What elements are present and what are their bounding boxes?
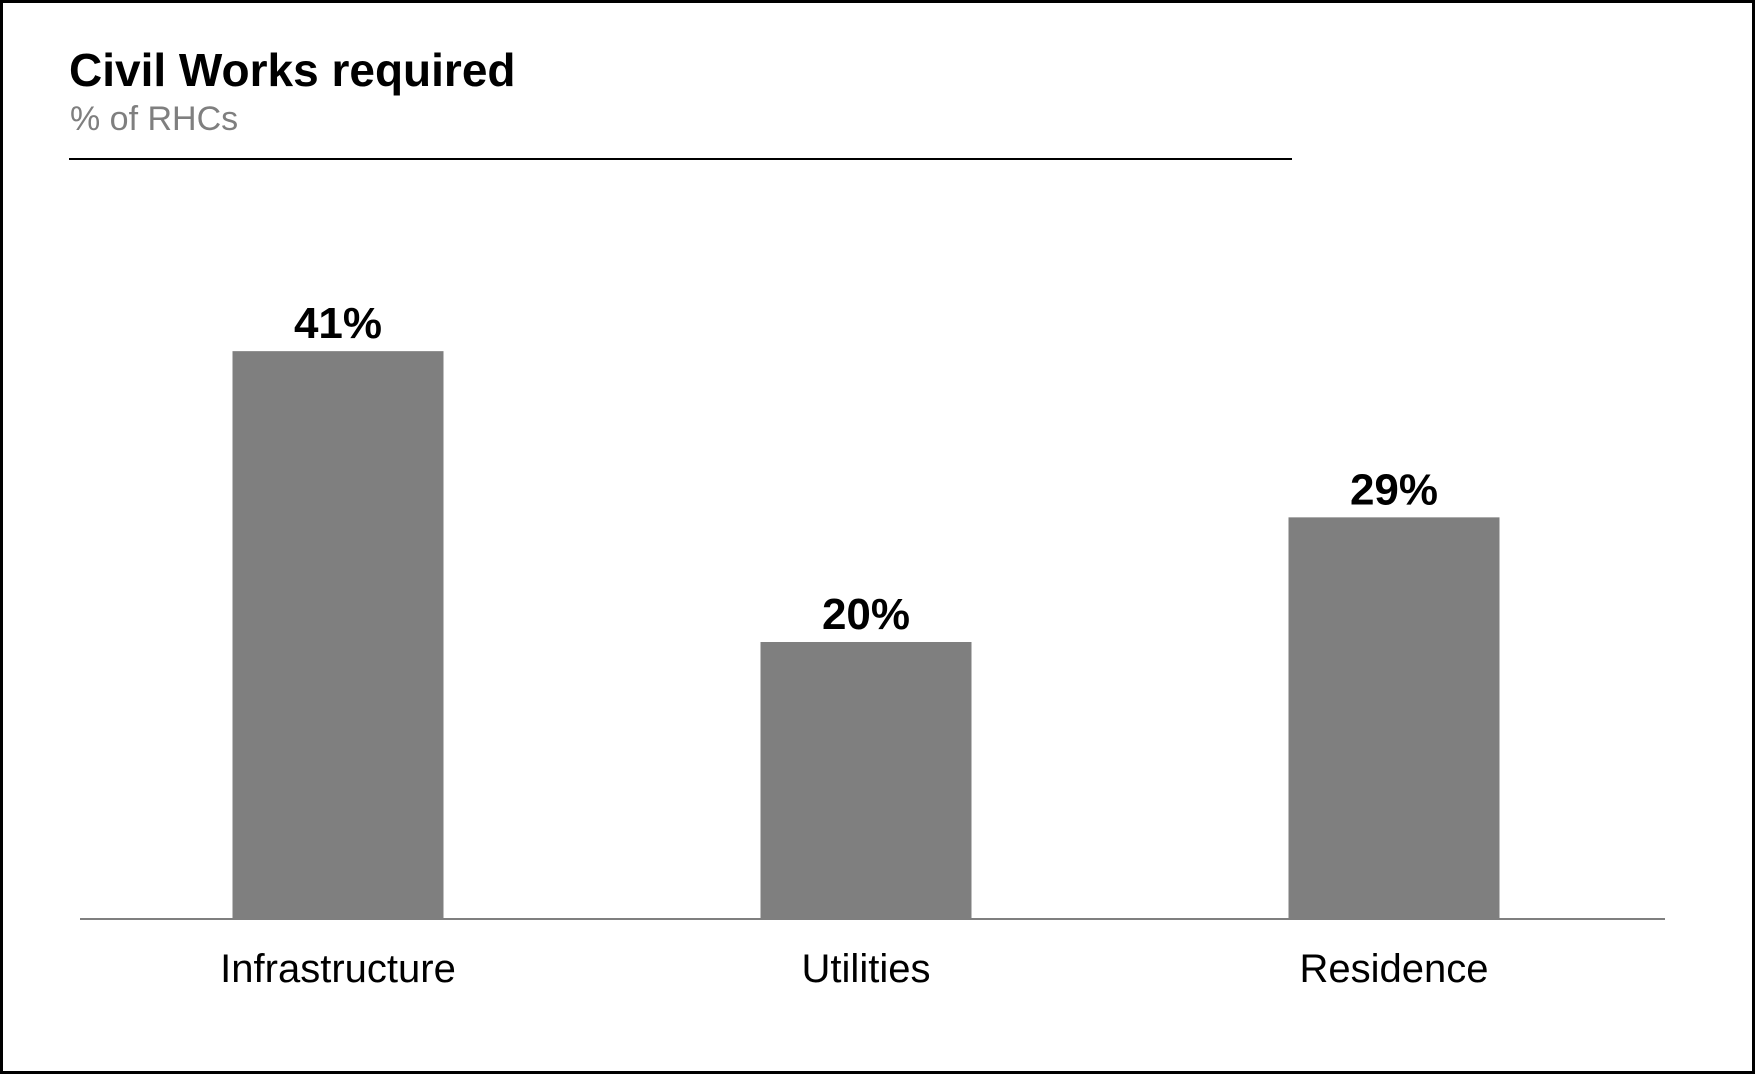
chart-subtitle: % of RHCs [70,100,239,138]
bars-group [232,351,1500,919]
title-divider [69,158,1292,160]
bar-residence [1288,517,1500,919]
labels-group: 41% Infrastructure 20% Utilities 29% Residenc… [220,299,1488,991]
category-label-infrastructure: Infrastructure [220,947,456,991]
chart-title: Civil Works required [69,44,516,96]
bar-infrastructure [232,351,444,919]
data-label-residence: 29% [1350,465,1438,514]
category-label-utilities: Utilities [802,947,931,991]
category-label-residence: Residence [1299,947,1488,991]
data-label-infrastructure: 41% [294,299,382,348]
data-label-utilities: 20% [822,590,910,639]
bar-utilities [760,642,972,919]
